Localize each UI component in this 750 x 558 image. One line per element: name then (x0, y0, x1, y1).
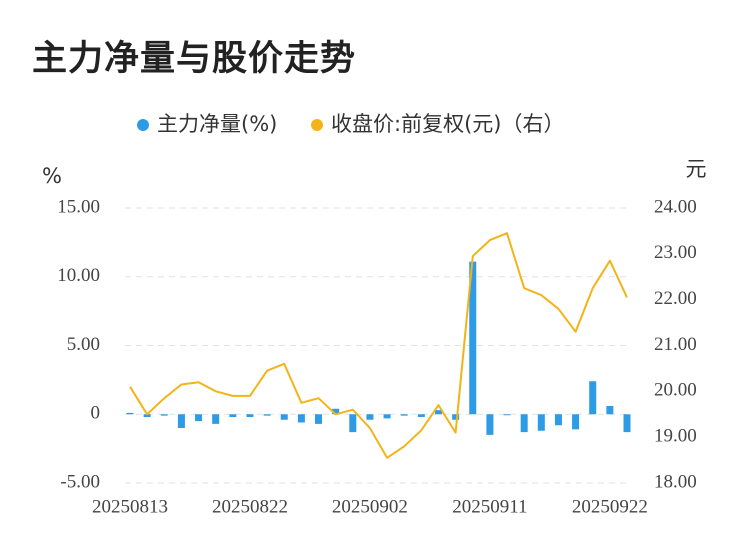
bar (383, 414, 391, 419)
bar (503, 414, 511, 416)
bar (195, 414, 203, 422)
bar (332, 408, 340, 415)
bar (280, 414, 288, 420)
bar (400, 414, 408, 416)
bar (263, 414, 271, 416)
bar (589, 381, 597, 415)
bar (177, 414, 185, 428)
bar-series (126, 261, 631, 435)
right-tick-label: 22.00 (654, 288, 697, 309)
bar (315, 414, 323, 424)
price-line (129, 232, 628, 459)
bar (606, 406, 614, 415)
bar (469, 261, 477, 415)
bar (297, 414, 305, 423)
bar (349, 414, 357, 433)
x-tick-label: 20250911 (452, 496, 527, 517)
left-tick-label: 15.00 (57, 196, 100, 217)
left-tick-label: 0 (91, 403, 101, 424)
bar (537, 414, 545, 431)
legend-label-1: 收盘价:前复权(元)（右） (331, 112, 564, 136)
right-tick-label: 21.00 (654, 334, 697, 355)
bar (623, 414, 631, 433)
bar (126, 412, 134, 415)
legend-marker-0 (137, 119, 149, 131)
bar (212, 414, 220, 424)
right-tick-label: 24.00 (654, 196, 697, 217)
bar (452, 414, 460, 420)
bar (434, 410, 442, 415)
bar (160, 414, 168, 416)
bar (572, 414, 580, 430)
x-axis-ticks: 20250813 20250822 20250902 20250911 20250922 (92, 496, 648, 517)
left-axis-unit: % (42, 164, 62, 188)
right-axis-unit: 元 (686, 157, 707, 181)
right-tick-label: 23.00 (654, 242, 697, 263)
right-tick-label: 19.00 (654, 426, 697, 447)
right-tick-label: 18.00 (654, 471, 697, 492)
line-series (129, 232, 628, 459)
bar (143, 414, 151, 417)
bar (246, 414, 254, 417)
legend-marker-1 (311, 119, 323, 131)
bar (366, 414, 374, 420)
bar (229, 414, 237, 417)
x-tick-label: 20250902 (332, 496, 408, 517)
bar (417, 414, 425, 417)
x-tick-label: 20250813 (92, 496, 168, 517)
left-axis-ticks: 15.00 10.00 5.00 0 -5.00 (57, 196, 100, 492)
x-tick-label: 20250922 (572, 496, 648, 517)
chart-title: 主力净量与股价走势 (32, 39, 357, 79)
x-tick-label: 20250822 (212, 496, 288, 517)
grid (125, 207, 627, 484)
right-tick-label: 20.00 (654, 380, 697, 401)
bar (520, 414, 528, 433)
left-tick-label: -5.00 (60, 471, 100, 492)
right-axis-ticks: 24.00 23.00 22.00 21.00 20.00 19.00 18.00 (654, 196, 697, 492)
left-tick-label: 5.00 (67, 334, 100, 355)
legend-label-0: 主力净量(%) (157, 112, 277, 136)
bar (486, 414, 494, 435)
left-tick-label: 10.00 (57, 265, 100, 286)
legend: 主力净量(%) 收盘价:前复权(元)（右） (137, 112, 564, 136)
bar (554, 414, 562, 426)
